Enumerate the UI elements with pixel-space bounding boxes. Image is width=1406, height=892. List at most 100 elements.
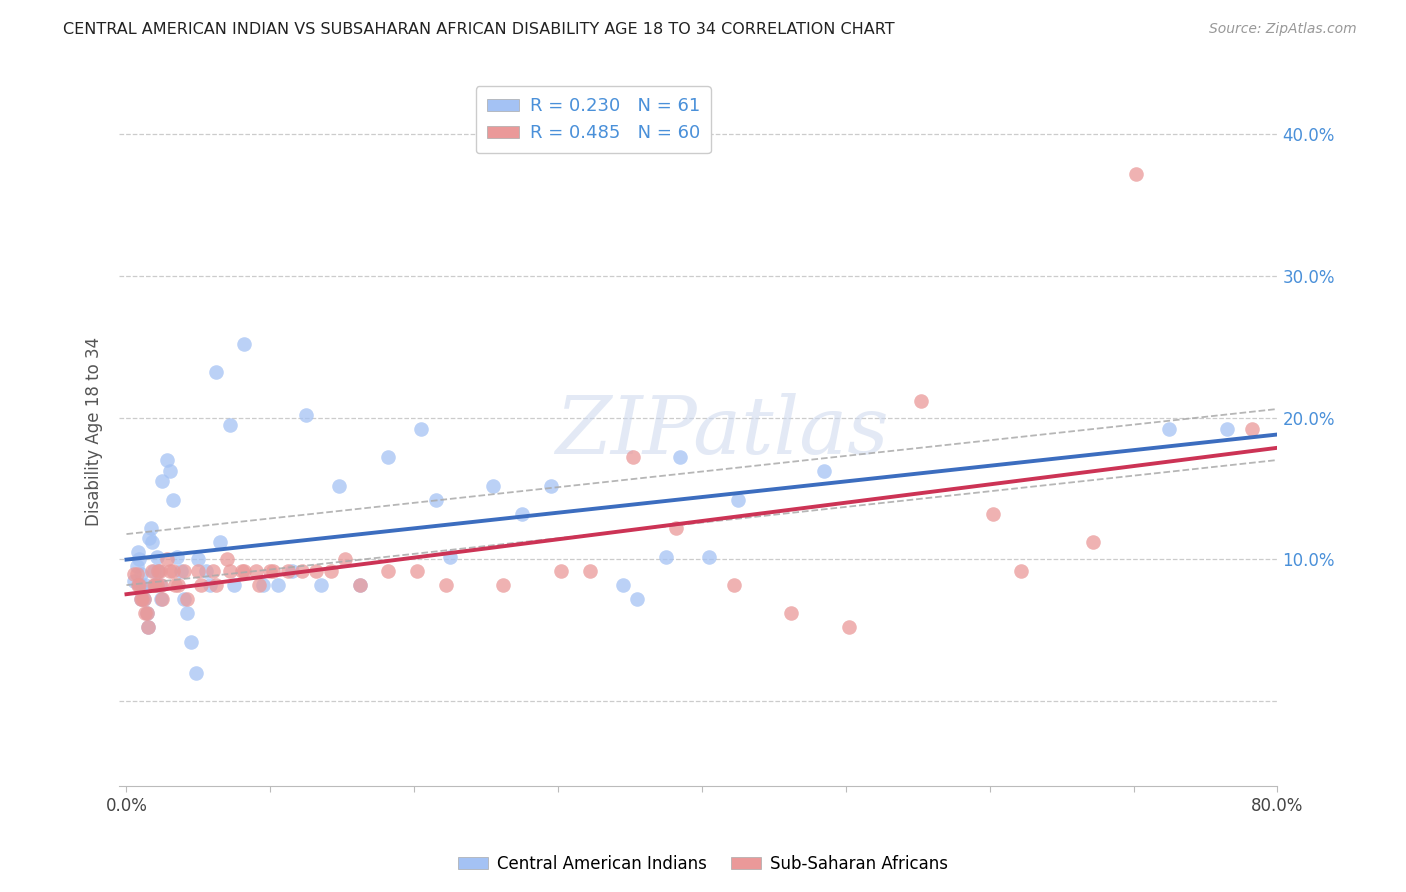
Point: [434, 578, 457, 592]
Point: [135, 606, 157, 620]
Point: [838, 620, 860, 634]
Point: [578, 564, 600, 578]
Legend: R = 0.230   N = 61, R = 0.485   N = 60: R = 0.230 N = 61, R = 0.485 N = 60: [475, 87, 711, 153]
Point: [167, 578, 190, 592]
Point: [219, 564, 242, 578]
Point: [198, 578, 221, 592]
Point: [145, 549, 167, 564]
Point: [129, 578, 152, 592]
Point: [780, 606, 803, 620]
Point: [162, 492, 184, 507]
Point: [136, 620, 159, 634]
Point: [127, 578, 149, 592]
Point: [138, 531, 160, 545]
Point: [170, 564, 193, 578]
Point: [1125, 167, 1147, 181]
Point: [146, 564, 169, 578]
Point: [305, 564, 328, 578]
Text: ZIPatlas: ZIPatlas: [555, 393, 889, 471]
Point: [129, 592, 152, 607]
Point: [148, 564, 170, 578]
Point: [150, 592, 173, 607]
Point: [156, 453, 179, 467]
Point: [127, 545, 149, 559]
Point: [281, 564, 304, 578]
Point: [1216, 422, 1239, 436]
Point: [190, 578, 212, 592]
Point: [1240, 422, 1263, 436]
Point: [208, 535, 231, 549]
Point: [128, 552, 150, 566]
Point: [125, 559, 148, 574]
Point: [204, 365, 226, 379]
Point: [166, 549, 188, 564]
Text: Source: ZipAtlas.com: Source: ZipAtlas.com: [1209, 22, 1357, 37]
Point: [176, 606, 198, 620]
Point: [406, 564, 429, 578]
Point: [492, 578, 515, 592]
Point: [981, 507, 1004, 521]
Point: [201, 564, 224, 578]
Point: [129, 566, 152, 581]
Point: [143, 578, 166, 592]
Point: [219, 417, 242, 432]
Point: [134, 606, 156, 620]
Point: [540, 478, 562, 492]
Point: [152, 592, 174, 607]
Point: [295, 408, 318, 422]
Point: [813, 465, 835, 479]
Point: [129, 592, 152, 607]
Point: [156, 552, 179, 566]
Point: [621, 450, 644, 465]
Point: [319, 564, 342, 578]
Point: [377, 450, 399, 465]
Point: [482, 478, 505, 492]
Point: [1010, 564, 1032, 578]
Text: CENTRAL AMERICAN INDIAN VS SUBSAHARAN AFRICAN DISABILITY AGE 18 TO 34 CORRELATIO: CENTRAL AMERICAN INDIAN VS SUBSAHARAN AF…: [63, 22, 894, 37]
Point: [135, 606, 157, 620]
Point: [425, 492, 447, 507]
Point: [194, 564, 217, 578]
Point: [165, 578, 187, 592]
Point: [245, 564, 267, 578]
Point: [291, 564, 314, 578]
Point: [204, 578, 226, 592]
Point: [159, 564, 181, 578]
Point: [727, 492, 749, 507]
Y-axis label: Disability Age 18 to 34: Disability Age 18 to 34: [86, 337, 103, 526]
Point: [247, 578, 270, 592]
Point: [145, 578, 167, 592]
Point: [665, 521, 688, 535]
Legend: Central American Indians, Sub-Saharan Africans: Central American Indians, Sub-Saharan Af…: [451, 848, 955, 880]
Point: [349, 578, 371, 592]
Point: [723, 578, 745, 592]
Point: [146, 564, 169, 578]
Point: [148, 578, 170, 592]
Point: [152, 475, 174, 489]
Point: [550, 564, 572, 578]
Point: [136, 620, 159, 634]
Point: [184, 665, 207, 680]
Point: [173, 564, 195, 578]
Point: [233, 337, 256, 351]
Point: [1083, 535, 1105, 549]
Point: [411, 422, 433, 436]
Point: [910, 393, 932, 408]
Point: [142, 564, 165, 578]
Point: [224, 578, 246, 592]
Point: [131, 592, 153, 607]
Point: [128, 578, 150, 592]
Point: [162, 564, 184, 578]
Point: [626, 592, 648, 607]
Point: [142, 578, 165, 592]
Point: [134, 578, 156, 592]
Point: [132, 592, 155, 607]
Point: [510, 507, 533, 521]
Point: [125, 566, 148, 581]
Point: [259, 564, 281, 578]
Point: [122, 574, 145, 588]
Point: [669, 450, 692, 465]
Point: [328, 478, 350, 492]
Point: [141, 564, 163, 578]
Point: [180, 634, 202, 648]
